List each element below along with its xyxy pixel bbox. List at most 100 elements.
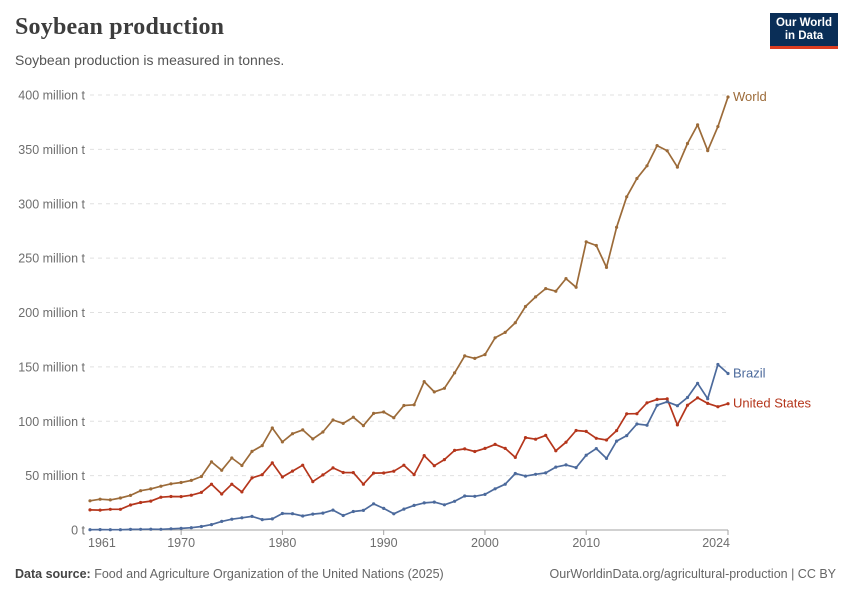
series-line-world[interactable]: [89, 96, 729, 502]
data-point-brazil: [726, 371, 730, 376]
data-point-united-states: [108, 507, 112, 511]
data-point-brazil: [675, 404, 680, 408]
data-point-world: [341, 421, 345, 425]
data-point-united-states: [726, 402, 730, 406]
owid-logo[interactable]: Our World in Data: [770, 13, 838, 49]
data-point-united-states: [351, 471, 355, 475]
data-point-brazil: [250, 514, 254, 518]
data-point-world: [139, 489, 143, 493]
data-point-united-states: [574, 428, 578, 433]
data-point-brazil: [544, 471, 548, 475]
data-point-brazil: [108, 528, 112, 532]
data-point-brazil: [139, 527, 143, 531]
data-point-world: [685, 141, 690, 146]
data-point-united-states: [149, 499, 153, 503]
data-point-united-states: [199, 490, 203, 494]
data-point-world: [604, 265, 609, 269]
data-point-brazil: [260, 518, 264, 522]
y-axis-tick-label: 0 t: [71, 524, 85, 538]
x-axis-tick-label: 1980: [269, 536, 297, 550]
data-point-brazil: [290, 512, 295, 516]
data-point-united-states: [513, 455, 517, 459]
data-point-world: [250, 449, 254, 453]
series-line-united-states[interactable]: [89, 396, 729, 511]
data-point-brazil: [635, 422, 639, 426]
data-point-world: [290, 432, 295, 436]
data-point-world: [696, 123, 700, 127]
data-point-united-states: [321, 473, 325, 477]
data-point-world: [240, 463, 244, 468]
data-point-brazil: [280, 511, 284, 516]
data-point-brazil: [351, 509, 355, 514]
data-point-world: [311, 437, 315, 441]
data-point-world: [351, 415, 355, 419]
data-point-brazil: [301, 514, 305, 518]
x-axis-tick-label: 1990: [370, 536, 398, 550]
data-point-united-states: [220, 492, 224, 496]
data-point-world: [422, 380, 426, 384]
data-point-brazil: [149, 527, 153, 531]
data-point-united-states: [260, 473, 264, 477]
data-point-united-states: [88, 508, 92, 512]
y-axis-tick-label: 400 million t: [18, 89, 85, 103]
data-point-united-states: [554, 449, 558, 453]
data-point-united-states: [290, 469, 295, 473]
data-point-world: [149, 487, 153, 491]
data-point-united-states: [493, 442, 497, 446]
data-point-world: [523, 304, 528, 309]
data-point-united-states: [584, 429, 588, 433]
data-point-united-states: [604, 438, 609, 442]
series-line-brazil[interactable]: [89, 363, 729, 531]
data-point-brazil: [361, 508, 365, 512]
data-point-world: [199, 474, 203, 479]
data-point-brazil: [655, 403, 659, 407]
data-point-world: [98, 497, 102, 501]
data-point-united-states: [311, 480, 315, 484]
data-point-brazil: [574, 466, 578, 470]
data-point-world: [716, 125, 720, 129]
data-point-brazil: [685, 395, 690, 400]
data-point-world: [382, 410, 386, 414]
data-point-brazil: [88, 528, 92, 532]
data-point-united-states: [341, 470, 345, 475]
x-axis-tick-label: 1970: [167, 536, 195, 550]
data-point-united-states: [98, 508, 102, 512]
series-label-united-states[interactable]: United States: [733, 396, 812, 411]
data-point-world: [372, 411, 376, 415]
data-point-brazil: [270, 517, 274, 521]
data-point-world: [361, 424, 365, 428]
data-point-brazil: [169, 527, 173, 531]
data-point-united-states: [503, 446, 507, 450]
data-point-world: [483, 353, 487, 357]
data-point-world: [118, 496, 122, 500]
data-point-united-states: [169, 494, 173, 499]
y-axis-tick-label: 250 million t: [18, 252, 85, 266]
data-point-brazil: [584, 453, 588, 457]
line-chart-canvas[interactable]: 0 t 50 million t 100 million t 150 million …: [0, 78, 850, 558]
data-point-world: [169, 482, 173, 486]
data-point-brazil: [534, 472, 538, 476]
data-point-world: [564, 277, 568, 281]
data-point-united-states: [361, 482, 365, 486]
page-title: Soybean production: [15, 14, 225, 40]
data-point-brazil: [189, 526, 193, 530]
data-point-world: [635, 176, 639, 181]
data-point-world: [179, 480, 183, 485]
data-point-united-states: [564, 440, 568, 444]
data-point-brazil: [432, 500, 436, 504]
data-point-brazil: [341, 513, 345, 518]
data-point-brazil: [604, 456, 609, 460]
owid-citation-link[interactable]: OurWorldinData.org/agricultural-producti…: [549, 567, 836, 581]
data-point-world: [503, 330, 507, 334]
data-point-world: [260, 444, 264, 448]
series-label-brazil[interactable]: Brazil: [733, 366, 766, 381]
owid-logo-line1: Our World: [775, 16, 832, 29]
data-point-united-states: [392, 469, 396, 473]
data-source-note: Data source: Food and Agriculture Organi…: [15, 567, 444, 581]
data-point-world: [645, 164, 649, 168]
y-axis-tick-label: 150 million t: [18, 360, 85, 374]
data-point-world: [463, 354, 467, 358]
data-point-united-states: [675, 423, 680, 427]
series-label-world[interactable]: World: [733, 89, 767, 104]
